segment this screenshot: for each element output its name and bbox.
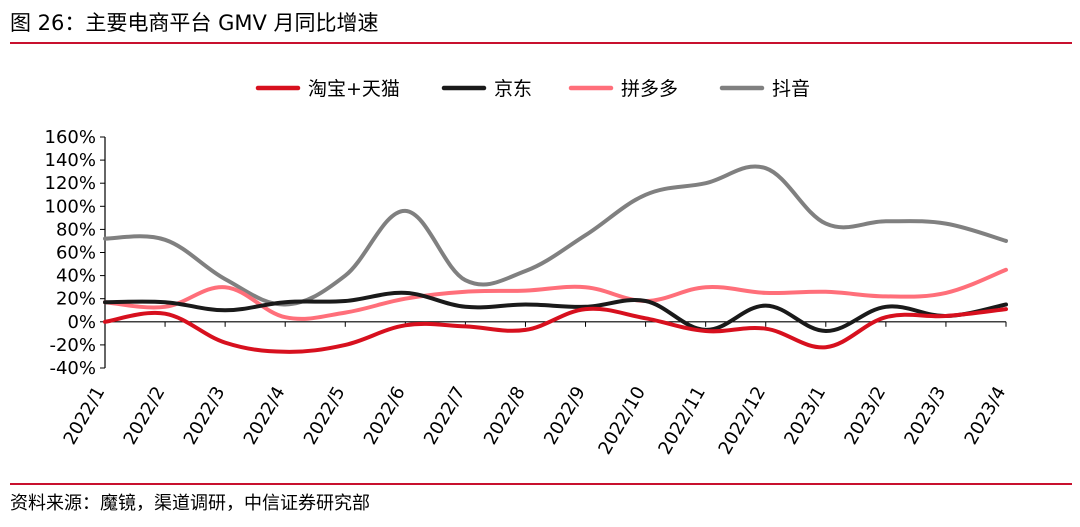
x-tick-label: 2022/6 [360,383,410,448]
figure-title: 图 26：主要电商平台 GMV 月同比增速 [10,11,379,35]
y-tick-label: -40% [49,358,96,379]
y-tick-label: 140% [45,150,96,171]
legend-item-taobao-tmall: 淘宝+天猫 [255,78,400,100]
x-tick-label: 2022/12 [714,383,770,458]
x-tick-label: 2023/1 [780,383,830,448]
y-tick-label: 20% [56,289,96,310]
y-tick-label: 0% [67,312,96,333]
x-tick-label: 2023/3 [900,383,950,448]
legend-item-pinduoduo: 拼多多 [568,78,678,100]
y-tick-label: 40% [56,266,96,287]
x-tick-label: 2022/10 [594,383,650,458]
source-rule [10,483,1072,485]
y-tick-label: 80% [56,219,96,240]
series-line-taobao-tmall [103,306,1008,354]
legend-label: 淘宝+天猫 [308,78,400,100]
y-tick-label: 100% [45,196,96,217]
x-tick-label: 2023/4 [960,383,1010,448]
series-line-pinduoduo [103,267,1008,321]
legend-label: 拼多多 [621,78,678,100]
y-tick-label: -20% [49,335,96,356]
y-tick-label: 60% [56,243,96,264]
gmv-line-chart: -40%-20%0%20%40%60% 80%100%120%140%160% 20… [45,78,1011,458]
x-tick-label: 2022/4 [240,383,290,448]
legend-item-jd: 京东 [441,78,532,100]
x-tick-label: 2022/8 [480,383,530,448]
x-tick-label: 2022/5 [300,383,350,448]
x-tick-label: 2022/7 [420,383,470,448]
figure-source: 资料来源：魔镜，渠道调研，中信证券研究部 [10,493,370,514]
legend-label: 京东 [494,78,532,100]
x-tick-label: 2022/1 [59,383,109,448]
x-tick-label: 2022/2 [120,383,170,448]
title-rule [10,42,1072,44]
legend-item-douyin: 抖音 [719,78,810,100]
series-line-jd [103,290,1008,334]
y-tick-label: 120% [45,173,96,194]
legend-label: 抖音 [772,78,810,100]
x-tick-label: 2022/11 [654,383,710,458]
series-line-douyin [103,164,1008,307]
x-tick-label: 2022/3 [180,383,230,448]
x-tick-label: 2022/9 [540,383,590,448]
x-tick-label: 2023/2 [840,383,890,448]
y-tick-label: 160% [45,127,96,148]
